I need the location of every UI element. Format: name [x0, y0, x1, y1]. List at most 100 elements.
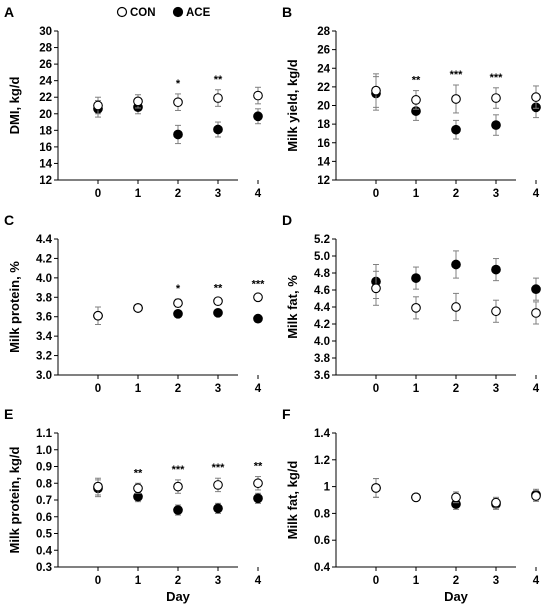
- panel-letter: C: [4, 212, 14, 228]
- point-con: [213, 296, 223, 307]
- y-tick-label: 14: [39, 158, 52, 170]
- y-tick-label: 22: [317, 82, 330, 94]
- x-axis-label: Day: [166, 589, 191, 604]
- y-tick-label: 0.6: [314, 535, 330, 547]
- panel-d: D 3.6 3.8 4.0 4.2 4.4 4.6 4.8 5.0 5.2 0 1 2 3 4 Milk fa…: [282, 212, 541, 395]
- y-tick-label: 28: [317, 26, 330, 38]
- point-con: [253, 478, 263, 489]
- y-tick-label: 18: [317, 119, 330, 131]
- y-axis-label: Milk fat, %: [285, 275, 300, 339]
- y-tick-label: 18: [39, 125, 52, 137]
- x-tick-label: 2: [453, 383, 459, 395]
- y-tick-label: 24: [39, 76, 52, 88]
- significance-label: **: [254, 461, 263, 473]
- significance-label: ***: [172, 464, 186, 476]
- panel-letter: E: [4, 406, 13, 422]
- point-con: [371, 283, 381, 294]
- y-tick-label: 0.4: [314, 562, 331, 574]
- panel-letter: B: [282, 4, 292, 20]
- y-tick-label: 4.0: [36, 273, 52, 285]
- y-tick-label: 3.6: [314, 370, 330, 382]
- point-con: [451, 94, 461, 104]
- x-tick-label: 2: [175, 188, 181, 200]
- x-tick-label: 0: [95, 575, 101, 587]
- x-axis-label: Day: [444, 589, 469, 604]
- point-con: [531, 308, 541, 318]
- y-tick-label: 20: [39, 109, 52, 121]
- x-tick-label: 4: [255, 188, 262, 200]
- point-ace: [213, 307, 223, 318]
- point-con: [133, 96, 143, 107]
- significance-label: ***: [490, 72, 504, 84]
- panel-f: F 0.4 0.6 0.8 1 1.2 1.4 0 1 2 3 4 Milk fat, kg/d Day: [282, 406, 541, 604]
- y-tick-label: 0.8: [36, 478, 53, 490]
- y-tick-label: 5.2: [314, 234, 330, 246]
- x-tick-label: 2: [453, 188, 459, 200]
- x-tick-label: 3: [215, 383, 221, 395]
- significance-label: *: [176, 283, 181, 295]
- y-tick-label: 4.4: [36, 234, 53, 246]
- point-ace: [173, 129, 183, 140]
- y-tick-label: 22: [39, 92, 52, 104]
- point-con: [451, 492, 461, 503]
- point-ace: [451, 259, 461, 270]
- point-con: [531, 491, 541, 501]
- y-axis-label: Milk protein, %: [7, 261, 22, 353]
- y-tick-label: 14: [317, 156, 330, 168]
- legend-label-con: CON: [130, 7, 156, 19]
- y-tick-label: 0.8: [314, 508, 331, 520]
- y-axis-label: Milk yield, kg/d: [285, 59, 300, 152]
- y-tick-label: 1.2: [314, 455, 330, 467]
- point-con: [411, 303, 421, 313]
- point-con: [213, 480, 223, 490]
- x-tick-label: 2: [453, 575, 459, 587]
- y-tick-label: 5.0: [314, 251, 330, 263]
- y-tick-label: 12: [317, 175, 330, 187]
- x-tick-label: 3: [215, 575, 221, 587]
- y-tick-label: 4.2: [36, 253, 52, 265]
- x-tick-label: 4: [533, 188, 540, 200]
- y-tick-label: 4.6: [314, 285, 330, 297]
- x-tick-label: 3: [493, 188, 499, 200]
- significance-label: ***: [212, 462, 226, 474]
- point-ace: [451, 124, 461, 135]
- y-axis-label: Milk fat, kg/d: [285, 461, 300, 540]
- point-con: [93, 310, 103, 321]
- y-tick-label: 0.3: [36, 562, 52, 574]
- y-tick-label: 3.6: [36, 312, 52, 324]
- point-con: [213, 93, 223, 103]
- y-tick-label: 28: [39, 43, 52, 55]
- x-tick-label: 1: [135, 383, 142, 395]
- x-tick-label: 3: [215, 188, 221, 200]
- y-tick-label: 3.8: [36, 292, 53, 304]
- point-con: [451, 302, 461, 312]
- y-tick-label: 4.0: [314, 336, 330, 348]
- significance-label: **: [134, 467, 143, 479]
- significance-label: *: [176, 78, 181, 90]
- x-tick-label: 0: [373, 383, 379, 395]
- x-tick-label: 4: [533, 575, 540, 587]
- point-ace: [411, 273, 421, 283]
- x-tick-label: 0: [95, 188, 101, 200]
- y-tick-label: 3.2: [36, 351, 52, 363]
- point-con: [253, 90, 263, 101]
- point-con: [491, 93, 501, 103]
- y-tick-label: 3.0: [36, 370, 52, 382]
- point-con: [173, 298, 183, 308]
- point-con: [491, 306, 501, 317]
- x-tick-label: 1: [413, 383, 420, 395]
- point-con: [531, 92, 541, 102]
- point-con: [93, 481, 103, 492]
- y-tick-label: 26: [39, 59, 52, 71]
- legend-marker-ace: [172, 6, 184, 18]
- y-tick-label: 0.9: [36, 462, 52, 474]
- point-con: [411, 95, 421, 105]
- point-ace: [253, 111, 263, 122]
- panel-letter: A: [4, 4, 14, 20]
- y-tick-label: 0.4: [36, 545, 53, 557]
- point-ace: [173, 308, 183, 319]
- y-tick-label: 24: [317, 63, 330, 75]
- y-tick-label: 3.4: [36, 331, 53, 343]
